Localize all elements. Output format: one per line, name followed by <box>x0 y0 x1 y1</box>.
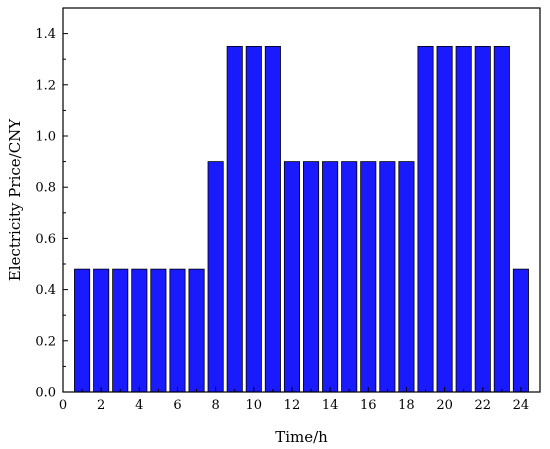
plot-frame <box>62 7 541 393</box>
x-tick-label: 24 <box>513 398 530 413</box>
bar-hour-22 <box>474 46 491 393</box>
bar-hour-1 <box>74 268 91 393</box>
x-axis-title: Time/h <box>275 428 328 446</box>
y-tick-label: 1.4 <box>35 27 56 42</box>
bar-hour-3 <box>112 268 129 393</box>
bar-hour-7 <box>188 268 205 393</box>
bar-hour-10 <box>245 46 262 393</box>
y-tick-label: 0.8 <box>35 181 56 196</box>
x-axis-ticks: 0 2 4 6 8 10 12 14 16 18 20 22 24 <box>59 387 529 413</box>
y-axis-ticks: 0.0 0.2 0.4 0.6 0.8 1.0 1.2 1.4 <box>35 27 68 401</box>
y-tick-label: 0.6 <box>35 232 56 247</box>
bar-hour-2 <box>93 268 110 393</box>
y-tick-label: 1.0 <box>35 130 56 145</box>
bar-hour-12 <box>283 161 300 393</box>
bar-hour-13 <box>303 161 320 393</box>
bar-hour-11 <box>264 46 281 393</box>
x-tick-label: 0 <box>59 398 67 413</box>
x-tick-label: 12 <box>284 398 301 413</box>
x-tick-label: 18 <box>398 398 415 413</box>
bar-hour-17 <box>379 161 396 393</box>
x-tick-label: 22 <box>474 398 491 413</box>
bar-hour-18 <box>398 161 415 393</box>
bar-hour-19 <box>417 46 434 393</box>
x-tick-label: 16 <box>360 398 377 413</box>
bar-hour-4 <box>131 268 148 393</box>
bar-hour-24 <box>512 268 529 393</box>
bar-series <box>74 46 529 393</box>
bar-hour-21 <box>455 46 472 393</box>
bar-hour-14 <box>322 161 339 393</box>
x-tick-label: 2 <box>97 398 105 413</box>
y-tick-label: 0.0 <box>35 386 56 401</box>
bar-hour-6 <box>169 268 186 393</box>
bar-hour-5 <box>150 268 167 393</box>
bar-hour-9 <box>226 46 243 393</box>
x-tick-label: 6 <box>173 398 181 413</box>
y-tick-label: 0.2 <box>35 334 56 349</box>
bar-hour-20 <box>436 46 453 393</box>
x-tick-label: 14 <box>322 398 339 413</box>
bar-hour-8 <box>207 161 224 393</box>
y-tick-label: 0.4 <box>35 283 56 298</box>
x-tick-label: 20 <box>436 398 453 413</box>
bar-hour-15 <box>341 161 358 393</box>
x-tick-label: 10 <box>246 398 263 413</box>
y-tick-label: 1.2 <box>35 78 56 93</box>
x-tick-label: 8 <box>211 398 219 413</box>
y-axis-title: Electricity Price/CNY <box>6 118 24 281</box>
bar-hour-16 <box>360 161 377 393</box>
x-tick-label: 4 <box>135 398 143 413</box>
bar-hour-23 <box>493 46 510 393</box>
